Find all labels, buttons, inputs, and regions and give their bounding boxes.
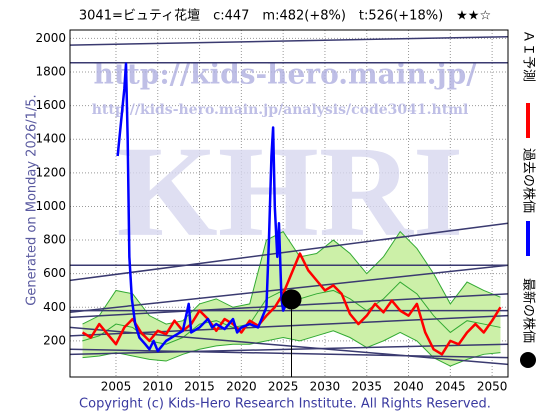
footer: Copyright (c) Kids-Hero Research Institu… xyxy=(79,397,491,412)
watermark: http://kids-hero.main.jp/analysis/code30… xyxy=(92,102,469,118)
x-tick-label: 2005 xyxy=(101,380,132,394)
x-tick-label: 2035 xyxy=(351,380,382,394)
legend-swatch xyxy=(520,352,536,368)
chart-title: 3041=ビュティ花壇 c:447 m:482(+8%) t:526(+18%)… xyxy=(79,8,491,24)
x-tick-label: 2050 xyxy=(477,380,508,394)
y-tick-label: 1200 xyxy=(35,165,66,179)
x-tick-label: 2030 xyxy=(310,380,341,394)
x-tick-label: 2045 xyxy=(435,380,466,394)
trend-line xyxy=(70,343,508,356)
y-tick-label: 400 xyxy=(43,300,66,314)
x-tick-label: 2020 xyxy=(226,380,257,394)
x-tick-label: 2010 xyxy=(142,380,173,394)
x-tick-label: 2015 xyxy=(184,380,215,394)
latest-dot xyxy=(281,289,302,310)
band-line xyxy=(82,230,501,325)
plot-area: http://kids-hero.main.jp/http://kids-her… xyxy=(70,30,508,377)
y-tick-label: 600 xyxy=(43,266,66,280)
generated-label: Generated on Monday 2026/1/5. xyxy=(25,94,40,305)
trend-line xyxy=(70,314,508,337)
y-tick-label: 800 xyxy=(43,233,66,247)
y-tick-label: 1000 xyxy=(35,199,66,213)
y-tick-label: 1800 xyxy=(35,65,66,79)
trend-line xyxy=(70,264,508,314)
legend-label: 過去の株価 xyxy=(521,148,536,213)
y-tick-label: 200 xyxy=(43,333,66,347)
trend-line xyxy=(70,222,508,282)
legend-label: 最新の株価 xyxy=(521,278,537,343)
legend-label: ＡＩ予測 xyxy=(521,30,536,82)
x-tick-label: 2040 xyxy=(393,380,424,394)
trend-line xyxy=(70,348,508,359)
series-line xyxy=(116,62,291,353)
trend-line xyxy=(70,35,508,46)
x-tick-label: 2025 xyxy=(268,380,299,394)
series-line xyxy=(81,252,502,356)
y-tick-label: 2000 xyxy=(35,31,66,45)
y-tick-label: 1600 xyxy=(35,98,66,112)
y-tick-label: 1400 xyxy=(35,132,66,146)
plot-frame xyxy=(69,29,509,378)
